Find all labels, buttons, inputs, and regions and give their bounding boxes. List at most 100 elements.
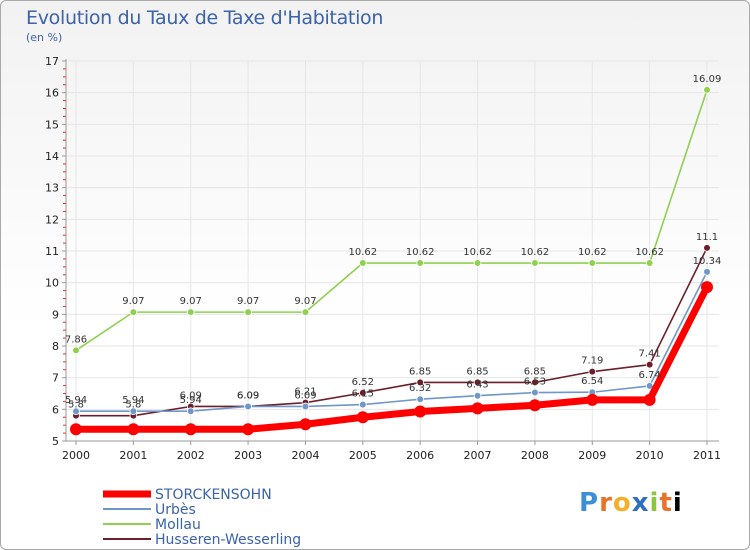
- data-point: [703, 86, 711, 94]
- y-tick-label: 8: [52, 340, 59, 353]
- data-label: 7.86: [65, 334, 87, 345]
- x-tick-label: 2002: [177, 449, 205, 462]
- x-tick-label: 2000: [62, 449, 90, 462]
- data-label: 9.07: [294, 296, 316, 307]
- data-label: 16.09: [693, 74, 722, 85]
- data-point: [244, 402, 252, 411]
- series-line-husseren-wesserling: [75, 247, 708, 417]
- data-point: [531, 259, 539, 267]
- x-tick-label: 2010: [636, 449, 664, 462]
- data-point: [72, 346, 80, 355]
- y-tick-label: 16: [45, 87, 59, 100]
- data-label: 9.07: [122, 296, 144, 307]
- data-label: 6.74: [639, 370, 661, 381]
- data-point: [359, 400, 367, 409]
- chart-title: Evolution du Taux de Taxe d'Habitation: [26, 7, 384, 29]
- series-line-storckensohn: [72, 283, 711, 433]
- data-point: [473, 259, 482, 267]
- x-tick-label: 2001: [119, 449, 147, 462]
- data-point: [416, 378, 424, 387]
- y-tick-label: 17: [45, 55, 59, 68]
- data-point: [301, 402, 310, 411]
- data-point: [244, 308, 252, 316]
- x-tick-label: 2003: [234, 449, 262, 462]
- y-tick-label: 5: [52, 435, 59, 448]
- data-point: [72, 407, 80, 416]
- legend-label: Urbès: [155, 502, 196, 518]
- data-label: 6.09: [237, 390, 259, 401]
- x-tick-label: 2007: [464, 449, 492, 462]
- data-point: [301, 308, 310, 316]
- logo-letter: r: [599, 488, 613, 518]
- data-point: [645, 259, 654, 267]
- data-point: [356, 411, 369, 424]
- data-point: [586, 393, 599, 406]
- data-point: [645, 360, 654, 369]
- y-tick-label: 15: [45, 118, 59, 131]
- logo-letter: i: [649, 488, 660, 518]
- data-point: [643, 393, 656, 406]
- data-point: [414, 405, 427, 418]
- series-line-mollau: [75, 89, 708, 352]
- proxiti-logo: Proxiti: [579, 488, 683, 518]
- logo-letter: t: [659, 488, 673, 518]
- x-tick-label: 2011: [693, 449, 721, 462]
- data-label: 10.62: [463, 247, 492, 258]
- data-label: 5.94: [180, 395, 202, 406]
- data-point: [588, 259, 597, 267]
- data-label: 10.62: [348, 247, 377, 258]
- chart-series-layer: [70, 86, 713, 436]
- data-point: [588, 367, 597, 376]
- data-label: 11.1: [696, 232, 718, 243]
- data-point: [184, 423, 197, 436]
- data-label: 9.07: [237, 296, 259, 307]
- data-label: 6.21: [294, 387, 316, 398]
- data-label: 6.54: [581, 376, 603, 387]
- logo-letter: x: [631, 488, 650, 518]
- data-point: [127, 423, 140, 436]
- legend-label: Mollau: [155, 517, 201, 533]
- legend-label: Husseren-Wesserling: [155, 532, 301, 548]
- x-tick-label: 2005: [349, 449, 377, 462]
- chart-labels-layer: 7.86 9.07 9.07 9.07 9.07 10.62 10.62 10.62 10.62…: [65, 74, 721, 411]
- data-label: 6.09: [237, 390, 259, 401]
- y-tick-label: 9: [52, 308, 59, 321]
- data-point: [703, 268, 711, 276]
- data-point: [416, 395, 424, 404]
- y-tick-label: 6: [52, 403, 59, 416]
- legend-label: STORCKENSOHN: [155, 487, 272, 503]
- x-tick-label: 2008: [521, 449, 549, 462]
- data-point: [473, 378, 482, 387]
- x-tick-label: 2006: [406, 449, 434, 462]
- series-line-urb-s: [75, 271, 708, 413]
- data-point: [528, 399, 541, 412]
- data-label: 6.15: [352, 389, 374, 400]
- data-point: [186, 407, 195, 416]
- y-tick-label: 13: [45, 182, 59, 195]
- logo-letter: o: [612, 488, 632, 518]
- data-label: 9.07: [180, 296, 202, 307]
- y-tick-label: 7: [52, 372, 59, 385]
- data-label: 6.09: [294, 390, 316, 401]
- data-label: 6.53: [524, 377, 546, 388]
- data-point: [701, 281, 713, 294]
- data-label: 6.32: [409, 383, 431, 394]
- data-label: 10.62: [578, 247, 607, 258]
- y-tick-label: 10: [45, 277, 59, 290]
- data-point: [531, 378, 539, 387]
- data-label: 6.85: [466, 366, 488, 377]
- data-point: [359, 259, 367, 267]
- data-point: [186, 308, 195, 316]
- data-label: 5.8: [68, 400, 84, 411]
- data-label: 5.94: [122, 395, 144, 406]
- data-label: 10.62: [406, 247, 435, 258]
- data-label: 6.52: [352, 377, 374, 388]
- data-point: [471, 402, 484, 415]
- data-label: 5.94: [65, 395, 87, 406]
- data-label: 6.09: [180, 390, 202, 401]
- data-label: 10.62: [635, 247, 664, 258]
- logo-letter: P: [579, 488, 600, 518]
- chart-legend: STORCKENSOHNUrbèsMollauHusseren-Wesserli…: [103, 487, 301, 548]
- chart-axes: 5 6 7 8 9 10 11 12 13 14 15 16 17 2000 2001 2002 2003 200…: [45, 55, 721, 462]
